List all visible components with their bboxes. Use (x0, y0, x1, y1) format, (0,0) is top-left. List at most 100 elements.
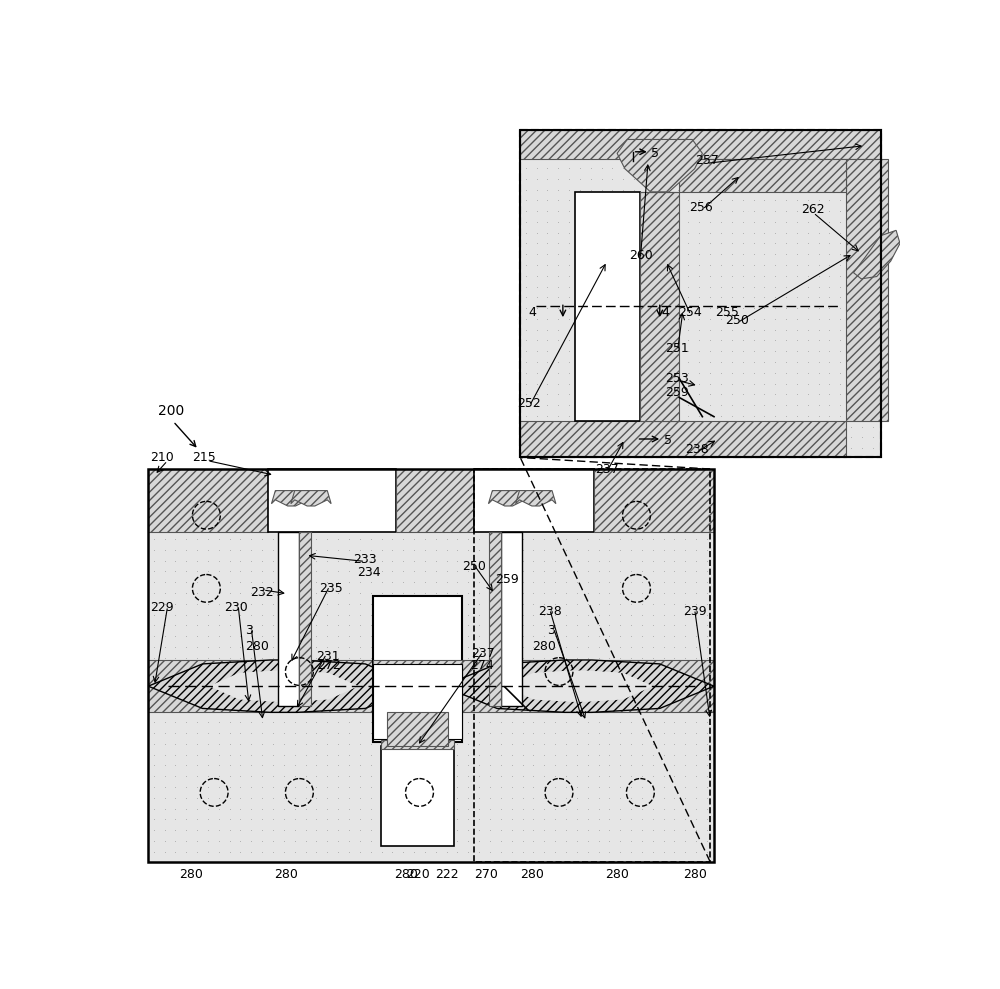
Point (821, 398, 837, 413)
Point (656, 553, 672, 569)
Point (243, 595, 259, 611)
Point (515, 779, 531, 795)
Point (637, 128, 653, 143)
Point (536, 703, 552, 719)
Point (460, 779, 476, 795)
Point (232, 628, 248, 644)
Point (594, 257, 610, 273)
Point (146, 736, 162, 752)
Point (688, 779, 704, 795)
Point (439, 617, 455, 633)
Point (504, 564, 520, 580)
Point (821, 182, 837, 198)
Point (298, 736, 314, 752)
Point (746, 268, 762, 284)
Point (637, 225, 653, 240)
Point (395, 467, 411, 483)
Point (146, 617, 162, 633)
Point (330, 650, 346, 666)
Point (539, 138, 555, 154)
Point (699, 467, 715, 483)
Point (417, 779, 433, 795)
Point (615, 138, 631, 154)
Point (645, 467, 661, 483)
Point (189, 703, 205, 719)
Bar (396, 469, 474, 532)
Point (308, 703, 324, 719)
Point (547, 509, 563, 525)
Point (167, 758, 183, 773)
Point (384, 639, 400, 655)
Point (789, 429, 805, 445)
Point (222, 714, 238, 730)
Point (778, 365, 794, 381)
Point (594, 171, 610, 187)
Point (767, 171, 783, 187)
Point (626, 321, 642, 337)
Point (569, 661, 585, 676)
Point (232, 531, 248, 547)
Point (330, 478, 346, 494)
Point (374, 617, 390, 633)
Point (659, 268, 675, 284)
Point (550, 203, 566, 219)
Point (189, 725, 205, 741)
Point (832, 311, 848, 326)
Point (688, 682, 704, 698)
Point (626, 128, 642, 143)
Point (800, 429, 816, 445)
Point (656, 661, 672, 676)
Point (811, 268, 827, 284)
Point (363, 758, 379, 773)
Point (449, 467, 465, 483)
Point (243, 628, 259, 644)
Point (680, 365, 696, 381)
Point (395, 661, 411, 676)
Point (265, 606, 281, 622)
Point (167, 520, 183, 536)
Point (384, 498, 400, 514)
Point (167, 822, 183, 838)
Point (591, 650, 607, 666)
Point (471, 564, 487, 580)
Point (626, 171, 642, 187)
Point (634, 790, 650, 806)
Point (843, 128, 859, 143)
Point (746, 290, 762, 306)
Point (612, 790, 628, 806)
Point (854, 235, 870, 251)
Point (612, 531, 628, 547)
Point (504, 693, 520, 709)
Point (222, 650, 238, 666)
Point (265, 575, 281, 590)
Point (558, 768, 574, 784)
Text: 230: 230 (224, 601, 248, 614)
Point (200, 822, 216, 838)
Point (493, 553, 509, 569)
Point (648, 354, 664, 370)
Point (688, 498, 704, 514)
Point (569, 747, 585, 763)
Point (756, 160, 772, 176)
Point (558, 714, 574, 730)
Point (615, 203, 631, 219)
Point (157, 639, 173, 655)
Point (623, 595, 639, 611)
Point (265, 822, 281, 838)
Point (308, 564, 324, 580)
Point (659, 214, 675, 229)
Point (572, 268, 588, 284)
Point (482, 725, 498, 741)
Point (243, 575, 259, 590)
Point (178, 801, 194, 817)
Point (308, 833, 324, 849)
Point (515, 758, 531, 773)
Point (713, 182, 729, 198)
Point (811, 257, 827, 273)
Point (536, 682, 552, 698)
Point (341, 703, 357, 719)
Point (724, 171, 740, 187)
Point (735, 138, 751, 154)
Point (583, 171, 599, 187)
Point (460, 520, 476, 536)
